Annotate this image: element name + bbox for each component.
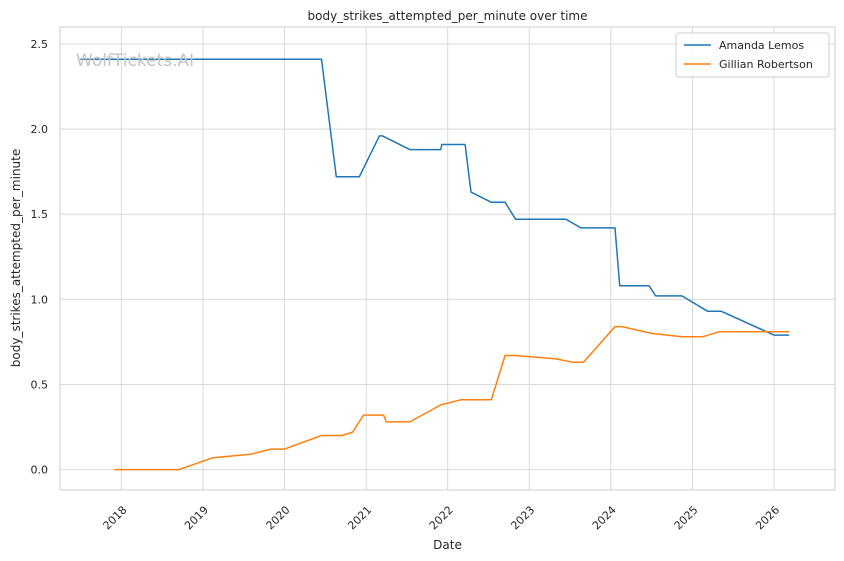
x-tick-label: 2023 — [508, 503, 537, 532]
y-tick-label: 2.5 — [31, 38, 49, 51]
x-tick-label: 2021 — [345, 503, 374, 532]
legend-label-amanda-lemos: Amanda Lemos — [719, 39, 804, 52]
legend: Amanda Lemos Gillian Robertson — [675, 32, 830, 78]
series-layer — [80, 58, 790, 471]
x-axis-ticks: 2018 2019 2020 2021 2022 2023 2024 2025 2026 — [101, 503, 783, 532]
chart-title: body_strikes_attempted_per_minute over t… — [308, 9, 588, 23]
x-tick-label: 2018 — [101, 503, 130, 532]
y-axis-ticks: 0.0 0.5 1.0 1.5 2.0 2.5 — [31, 38, 49, 477]
x-tick-label: 2019 — [182, 503, 211, 532]
x-tick-label: 2025 — [672, 503, 701, 532]
legend-box — [675, 32, 830, 78]
x-tick-label: 2020 — [264, 503, 293, 532]
x-tick-label: 2022 — [427, 503, 456, 532]
watermark: WolfTickets.AI — [76, 51, 194, 71]
x-tick-label: 2026 — [753, 503, 782, 532]
y-tick-label: 2.0 — [31, 123, 49, 136]
series-line-amanda-lemos — [80, 58, 790, 336]
y-tick-label: 0.0 — [31, 464, 49, 477]
y-tick-label: 1.0 — [31, 293, 49, 306]
grid — [60, 27, 835, 490]
series-line-gillian-robertson — [114, 325, 790, 471]
x-axis-label: Date — [433, 538, 462, 552]
y-tick-label: 0.5 — [31, 378, 49, 391]
x-tick-label: 2024 — [590, 503, 619, 532]
y-axis-label: body_strikes_attempted_per_minute — [9, 149, 23, 367]
y-tick-label: 1.5 — [31, 208, 49, 221]
legend-label-gillian-robertson: Gillian Robertson — [719, 58, 813, 71]
